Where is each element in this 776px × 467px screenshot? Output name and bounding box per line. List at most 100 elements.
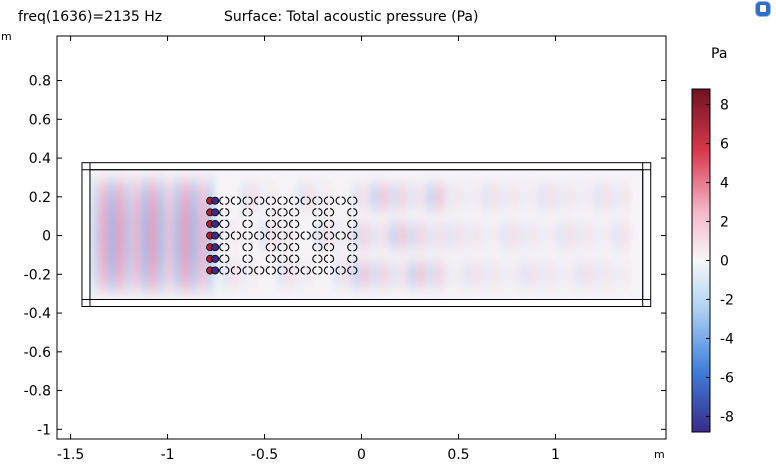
wave-fragment (221, 219, 230, 252)
wave-fragment (426, 219, 435, 252)
wave-fragment (491, 258, 500, 291)
wave-band (107, 175, 117, 296)
scatterer (206, 254, 220, 263)
wave-band (140, 175, 150, 296)
scatterer (312, 208, 323, 217)
wave-fragment (547, 180, 556, 213)
wave-fragment (370, 180, 379, 213)
wave-fragment (538, 258, 547, 291)
wave-fragment (361, 258, 370, 291)
wave-fragment (473, 219, 482, 252)
wave-fragment (575, 180, 584, 213)
wave-fragment (249, 180, 258, 213)
scatterer (347, 231, 358, 240)
scatterer (206, 243, 220, 252)
wave-fragment (584, 258, 593, 291)
wave-fragment (584, 219, 593, 252)
wave-fragment (286, 258, 295, 291)
scatterer (277, 266, 288, 275)
wave-fragment (417, 180, 426, 213)
scatterer (335, 196, 346, 205)
scatterer (347, 243, 358, 252)
plot-title: Surface: Total acoustic pressure (Pa) (224, 9, 479, 25)
wave-fragment (314, 219, 323, 252)
scatterer (288, 243, 300, 252)
scatterer (277, 196, 288, 205)
scatterer (312, 219, 323, 229)
wave-fragment (240, 220, 248, 252)
wave-fragment (287, 181, 295, 213)
wave-fragment (547, 258, 556, 291)
wave-fragment (417, 219, 426, 252)
scatterer (277, 254, 288, 263)
wave-fragment (538, 180, 547, 213)
scatterer (288, 219, 300, 229)
scatterer (323, 254, 335, 263)
wave-band (180, 175, 190, 296)
scatterer (219, 208, 230, 217)
colorbar-ticks: 8 6 4 2 0 -2 -4 -6 -8 (706, 98, 734, 425)
wave-fragment (352, 258, 361, 291)
wave-band (148, 175, 158, 296)
x-tick-label: 1 (551, 447, 560, 463)
wave-fragment (622, 219, 631, 252)
waveguide-domain (81, 162, 652, 307)
scatterer (300, 231, 311, 240)
wave-band (123, 175, 133, 296)
wave-fragment (491, 219, 500, 252)
scatterer (312, 266, 323, 275)
scatterer (312, 243, 323, 252)
frequency-label: freq(1636)=2135 Hz (18, 9, 163, 25)
wave-fragment (445, 180, 454, 213)
scatterer (242, 254, 253, 263)
colorbar-tick-label: -2 (720, 292, 734, 308)
wave-fragment (296, 180, 305, 213)
wave-band (197, 175, 207, 296)
wave-fragment (454, 180, 463, 213)
wave-fragment (501, 258, 510, 291)
wave-band (172, 175, 182, 296)
wave-fragment (528, 219, 537, 252)
wave-fragment (240, 180, 249, 213)
wave-fragment (519, 258, 528, 291)
scatterer (288, 266, 300, 275)
y-tick-label: -0.4 (24, 306, 51, 322)
wave-fragment (622, 258, 631, 291)
wave-fragment (435, 219, 444, 252)
scatterer (265, 219, 276, 229)
scatterer (347, 266, 358, 275)
y-tick-label: -0.8 (24, 384, 51, 400)
wave-fragment (566, 219, 575, 252)
wave-fragment (519, 180, 528, 213)
scatterer (288, 231, 300, 240)
wave-fragment (594, 258, 603, 291)
scatterer (323, 231, 335, 240)
wave-fragment (231, 219, 240, 252)
colorbar-tick-label: 2 (720, 215, 729, 231)
y-tick-label: -0.6 (24, 345, 51, 361)
wave-fragment (333, 219, 342, 252)
scatterer (323, 219, 335, 229)
wave-fragment (258, 180, 267, 213)
scatterer (206, 196, 220, 205)
wave-fragment (250, 220, 258, 252)
y-tick-label: 0.2 (29, 190, 51, 206)
y-tick-label: -0.2 (24, 267, 51, 283)
wave-fragment (463, 180, 472, 213)
scatterer (312, 231, 323, 240)
window-icon[interactable] (756, 2, 770, 16)
scatterer (242, 266, 253, 275)
wave-band (189, 175, 199, 296)
scatterer (206, 266, 220, 275)
wave-fragment (501, 180, 510, 213)
y-axis-unit: m (1, 30, 12, 43)
y-tick-label: 0.4 (29, 151, 51, 167)
wave-fragment (333, 181, 341, 213)
scatterer (277, 219, 288, 229)
wave-band (115, 175, 125, 296)
scatterer (230, 196, 242, 205)
scatterer (277, 208, 288, 217)
scatterer (265, 254, 276, 263)
wave-fragment (379, 180, 388, 213)
wave-fragment (361, 180, 370, 213)
